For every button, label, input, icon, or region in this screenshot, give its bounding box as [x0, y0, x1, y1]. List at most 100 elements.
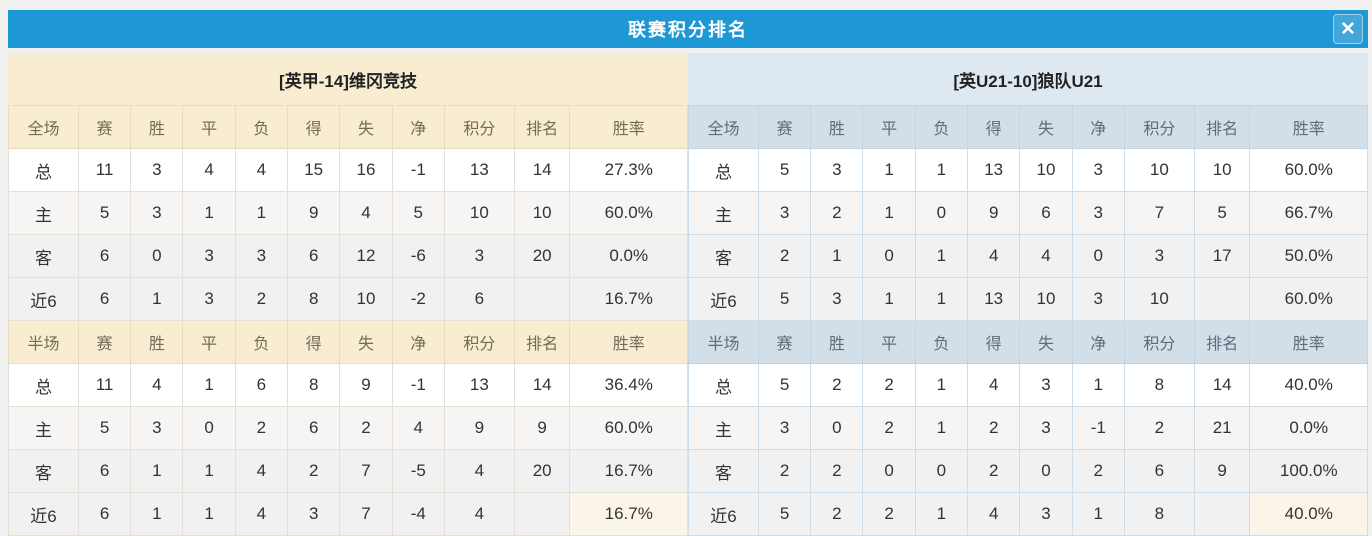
stat-cell [1193, 277, 1251, 321]
stat-cell: 4 [130, 363, 184, 407]
stat-cell: 2 [1123, 406, 1195, 450]
stat-column-header: 排名 [513, 320, 571, 364]
stat-cell [1193, 492, 1251, 536]
stat-cell: 60.0% [569, 191, 688, 235]
stat-column-header: 净 [391, 105, 445, 149]
row-label: 总 [688, 363, 759, 407]
stat-cell: 40.0% [1249, 492, 1368, 536]
stat-cell: 1 [914, 406, 969, 450]
stat-cell: 6 [77, 492, 132, 536]
team-name-away: [英U21-10]狼队U21 [688, 53, 1368, 105]
stats-row: 近6 5 2 2 1 4 3 1 8 40.0% [688, 492, 1368, 536]
stat-cell: 7 [339, 492, 393, 536]
stat-cell [513, 277, 571, 321]
stat-cell: 3 [234, 234, 289, 278]
stat-column-header: 净 [391, 320, 445, 364]
stat-cell: 4 [967, 492, 1021, 536]
stat-cell: 1 [130, 492, 184, 536]
stat-cell: 2 [810, 191, 864, 235]
stat-cell: 1 [862, 277, 916, 321]
stat-cell: -1 [1071, 406, 1125, 450]
stat-cell: 2 [339, 406, 393, 450]
stat-cell: 13 [443, 363, 515, 407]
stat-cell: 1 [130, 449, 184, 493]
close-icon: ✕ [1340, 18, 1356, 40]
row-label: 总 [8, 148, 79, 192]
stat-cell: 4 [234, 148, 289, 192]
stat-cell: 100.0% [1249, 449, 1368, 493]
stat-column-header: 赛 [77, 105, 132, 149]
stat-column-header: 赛 [77, 320, 132, 364]
stat-cell: 1 [182, 363, 236, 407]
stat-cell: 3 [130, 148, 184, 192]
stat-column-header: 积分 [1123, 105, 1195, 149]
stat-column-header: 得 [287, 105, 341, 149]
stat-cell [513, 492, 571, 536]
stat-column-header: 胜 [810, 105, 864, 149]
stat-cell: 2 [810, 449, 864, 493]
stat-cell: 2 [757, 234, 812, 278]
stat-column-header: 平 [182, 105, 236, 149]
stat-cell: 6 [1019, 191, 1073, 235]
stat-cell: 4 [443, 492, 515, 536]
stat-cell: 1 [810, 234, 864, 278]
stat-cell: 0 [1071, 234, 1125, 278]
row-label: 总 [8, 363, 79, 407]
stat-cell: 1 [234, 191, 289, 235]
row-label: 近6 [688, 277, 759, 321]
stats-row: 客 6 0 3 3 6 12 -6 3 20 0.0% [8, 234, 688, 278]
section-label: 全场 [8, 105, 79, 149]
stat-cell: 8 [287, 277, 341, 321]
stat-cell: 1 [1071, 363, 1125, 407]
league-standings-dialog: 联赛积分排名 ✕ [英甲-14]维冈竞技 全场赛胜平负得失净积分 排名 胜率总 11 3… [8, 10, 1368, 536]
stat-cell: 9 [287, 191, 341, 235]
stat-cell: 9 [339, 363, 393, 407]
stat-cell: -4 [391, 492, 445, 536]
stats-row: 总 11 4 1 6 8 9 -1 13 14 36.4% [8, 363, 688, 407]
stat-cell: 60.0% [1249, 277, 1368, 321]
stat-cell: 4 [967, 234, 1021, 278]
row-label: 主 [688, 191, 759, 235]
stat-column-header: 积分 [1123, 320, 1195, 364]
stat-column-header: 平 [862, 105, 916, 149]
stat-cell: -1 [391, 363, 445, 407]
stat-cell: 4 [339, 191, 393, 235]
stat-cell: 6 [234, 363, 289, 407]
stat-cell: 3 [443, 234, 515, 278]
stat-cell: 10 [1019, 148, 1073, 192]
stat-cell: 20 [513, 234, 571, 278]
close-button[interactable]: ✕ [1333, 14, 1363, 44]
stat-cell: 6 [1123, 449, 1195, 493]
stat-cell: 0.0% [569, 234, 688, 278]
stat-cell: 1 [914, 363, 969, 407]
stat-cell: 50.0% [1249, 234, 1368, 278]
stat-cell: 3 [130, 191, 184, 235]
stat-cell: 7 [339, 449, 393, 493]
stat-cell: 36.4% [569, 363, 688, 407]
section-header-row: 全场赛胜平负得失净积分 排名 胜率 [688, 105, 1368, 149]
row-label: 近6 [8, 492, 79, 536]
stat-column-header: 积分 [443, 320, 515, 364]
stat-cell: 15 [287, 148, 341, 192]
stat-cell: 16 [339, 148, 393, 192]
stat-cell: 10 [339, 277, 393, 321]
stat-cell: 5 [77, 191, 132, 235]
row-label: 主 [8, 406, 79, 450]
section-header-row: 半场赛胜平负得失净积分 排名 胜率 [8, 320, 688, 364]
stat-cell: 1 [914, 277, 969, 321]
stat-column-header: 负 [234, 105, 289, 149]
stat-cell: 13 [967, 277, 1021, 321]
stat-cell: 4 [391, 406, 445, 450]
stat-cell: 6 [443, 277, 515, 321]
stat-column-header: 净 [1071, 320, 1125, 364]
stat-cell: 10 [1193, 148, 1251, 192]
stat-cell: 3 [1019, 363, 1073, 407]
dialog-title: 联赛积分排名 [628, 20, 748, 40]
stats-row: 主 3 0 2 1 2 3 -1 2 21 0.0% [688, 406, 1368, 450]
stats-row: 总 5 2 2 1 4 3 1 8 14 40.0% [688, 363, 1368, 407]
stat-column-header: 失 [1019, 105, 1073, 149]
stat-cell: 4 [234, 449, 289, 493]
team-panel-away: [英U21-10]狼队U21 全场赛胜平负得失净积分 排名 胜率总 5 3 1 1 13 10 3… [688, 53, 1368, 536]
dialog-titlebar: 联赛积分排名 ✕ [8, 10, 1368, 48]
stat-column-header: 胜率 [569, 105, 688, 149]
